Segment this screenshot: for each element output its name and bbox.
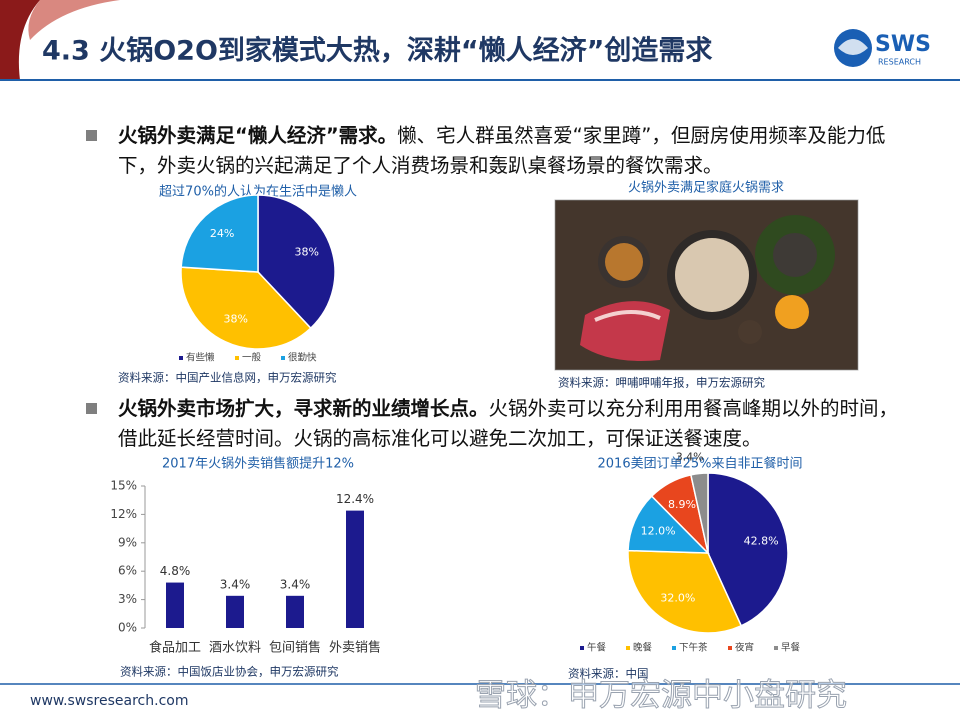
- y-tick-label: 3%: [118, 592, 137, 606]
- chart-source: 资料来源：中国产业信息网，申万宏源研究: [118, 371, 337, 385]
- legend-swatch: [728, 646, 732, 650]
- pie-slice: [707, 472, 789, 627]
- legend-label: 夜宵: [735, 642, 754, 654]
- legend-swatch: [179, 356, 183, 360]
- bar-value-label: 3.4%: [280, 577, 311, 591]
- bar-value-label: 4.8%: [160, 564, 191, 578]
- bullet-text: 火锅外卖可以充分利用用餐高峰期以外的时间，借此延长经营时间。火锅的高标准化可以避…: [118, 397, 899, 450]
- slice-label: 42.8%: [744, 534, 779, 547]
- x-tick-label: 外卖销售: [329, 640, 381, 656]
- bar: [226, 595, 244, 628]
- y-tick-label: 6%: [118, 564, 137, 578]
- image-source: 资料来源：呷哺呷哺年报，申万宏源研究: [558, 376, 765, 390]
- bullet-lead: 火锅外卖市场扩大，寻求新的业绩增长点。: [118, 397, 489, 420]
- slice-label: 32.0%: [660, 591, 695, 604]
- legend-label: 下午茶: [679, 642, 708, 654]
- legend-swatch: [580, 646, 584, 650]
- logo-text: SWS: [875, 32, 931, 57]
- y-tick-label: 15%: [110, 479, 137, 493]
- legend-label: 很勤快: [288, 352, 317, 364]
- pie-slice: [180, 194, 259, 273]
- y-tick-label: 0%: [118, 621, 137, 635]
- bar-value-label: 12.4%: [336, 492, 374, 506]
- legend-label: 一般: [242, 352, 262, 364]
- legend-swatch: [626, 646, 630, 650]
- x-tick-label: 酒水饮料: [209, 641, 261, 656]
- chart-title: 2017年火锅外卖销售额提升12%: [162, 456, 354, 472]
- chart-title: 超过70%的人认为在生活中是懒人: [159, 184, 357, 200]
- bar: [346, 510, 364, 628]
- slice-label: 3.4%: [676, 451, 704, 464]
- legend-label: 晚餐: [633, 642, 653, 654]
- pie-slice: [257, 194, 336, 330]
- slide-title: 4.3 火锅O2O到家模式大热，深耕“懒人经济”创造需求: [42, 35, 712, 67]
- bar-value-label: 3.4%: [220, 577, 251, 591]
- legend-label: 午餐: [587, 642, 607, 654]
- bullet-marker: [86, 130, 97, 141]
- slice-label: 12.0%: [641, 524, 676, 537]
- y-tick-label: 9%: [118, 535, 137, 549]
- x-tick-label: 包间销售: [269, 640, 321, 656]
- bullet: 火锅外卖市场扩大，寻求新的业绩增长点。火锅外卖可以充分利用用餐高峰期以外的时间，…: [118, 394, 908, 454]
- chart-source: 资料来源：中国饭店业协会，申万宏源研究: [120, 665, 339, 679]
- pie-slice: [180, 266, 312, 350]
- pie-slice: [627, 549, 743, 634]
- slice-label: 24%: [210, 227, 234, 240]
- legend-swatch: [774, 646, 778, 650]
- slice-label: 38%: [223, 312, 247, 325]
- footer-url: www.swsresearch.com: [30, 693, 188, 709]
- bar: [166, 582, 184, 628]
- corner-decoration: [0, 0, 40, 80]
- image-title: 火锅外卖满足家庭火锅需求: [628, 180, 784, 196]
- y-tick-label: 12%: [110, 507, 137, 521]
- corner-decoration: [28, 0, 121, 40]
- logo-mark: [838, 39, 868, 55]
- watermark: 雪球：申万宏源中小盘研究: [475, 678, 847, 714]
- legend-label: 有些懒: [186, 352, 215, 364]
- pie-slice: [627, 495, 710, 554]
- bullet-text: 懒、宅人群虽然喜爱“家里蹲”，但厨房使用频率及能力低下，外卖火锅的兴起满足了个人…: [118, 124, 886, 177]
- hotpot-photo: [554, 199, 859, 371]
- bullet: 火锅外卖满足“懒人经济”需求。懒、宅人群虽然喜爱“家里蹲”，但厨房使用频率及能力…: [118, 121, 908, 181]
- legend-swatch: [672, 646, 676, 650]
- chart-source: 资料来源：中国: [568, 667, 649, 681]
- bullet-marker: [86, 403, 97, 414]
- legend-swatch: [235, 356, 239, 360]
- legend-label: 早餐: [781, 642, 801, 654]
- x-tick-label: 食品加工: [149, 640, 201, 656]
- bullet-lead: 火锅外卖满足“懒人经济”需求。: [118, 124, 398, 147]
- bar: [286, 595, 304, 628]
- logo-subtext: RESEARCH: [878, 58, 921, 67]
- legend-swatch: [281, 356, 285, 360]
- slice-label: 8.9%: [668, 498, 696, 511]
- chart-title: 2016美团订单25%来自非正餐时间: [598, 456, 803, 472]
- slice-label: 38%: [294, 246, 318, 259]
- pie-slice: [689, 472, 709, 554]
